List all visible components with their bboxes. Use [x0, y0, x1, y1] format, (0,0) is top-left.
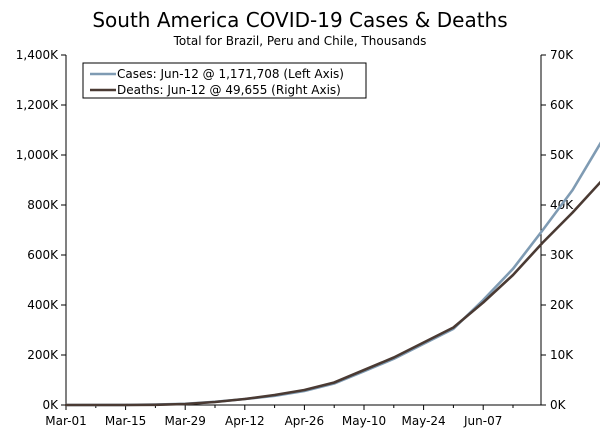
- left-axis-tick-label: 400K: [27, 298, 59, 312]
- deaths-series-line: [64, 180, 600, 407]
- x-axis-tick-label: Apr-12: [225, 414, 265, 428]
- left-axis-tick-label: 200K: [27, 348, 59, 362]
- left-axis-tick-label: 800K: [27, 198, 59, 212]
- right-axis-tick-label: 70K: [550, 48, 574, 62]
- legend-label: Deaths: Jun-12 @ 49,655 (Right Axis): [117, 83, 341, 97]
- chart-subtitle: Total for Brazil, Peru and Chile, Thousa…: [173, 34, 427, 48]
- right-axis-tick-label: 10K: [550, 348, 574, 362]
- right-axis-tick-label: 20K: [550, 298, 574, 312]
- left-axis-tick-label: 1,200K: [16, 98, 59, 112]
- left-axis-tick-label: 0K: [42, 398, 59, 412]
- right-axis-tick-label: 60K: [550, 98, 574, 112]
- x-axis-tick-label: May-10: [342, 414, 386, 428]
- left-axis-tick-label: 1,000K: [16, 148, 59, 162]
- x-axis-tick-label: Jun-07: [463, 414, 502, 428]
- x-axis-tick-label: Mar-15: [105, 414, 146, 428]
- right-axis-tick-label: 30K: [550, 248, 574, 262]
- left-axis-tick-label: 600K: [27, 248, 59, 262]
- legend-label: Cases: Jun-12 @ 1,171,708 (Left Axis): [117, 67, 344, 81]
- x-axis-tick-label: May-24: [401, 414, 445, 428]
- right-axis-tick-label: 50K: [550, 148, 574, 162]
- chart-title: South America COVID-19 Cases & Deaths: [92, 8, 507, 32]
- right-axis-tick-label: 0K: [550, 398, 567, 412]
- legend-box: [82, 62, 367, 99]
- left-axis-tick-label: 1,400K: [16, 48, 59, 62]
- x-axis-tick-label: Mar-29: [164, 414, 205, 428]
- x-axis-tick-label: Mar-01: [45, 414, 86, 428]
- x-axis-tick-label: Apr-26: [285, 414, 325, 428]
